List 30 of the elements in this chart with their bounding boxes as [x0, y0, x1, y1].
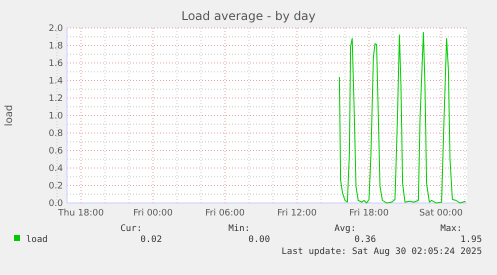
- x-tick-label: Thu 18:00: [57, 208, 104, 218]
- x-tick-label: Fri 12:00: [277, 208, 318, 218]
- y-tick-label: 0.6: [48, 146, 64, 156]
- y-tick-label: 0.0: [48, 198, 64, 209]
- chart-title: Load average - by day: [181, 9, 316, 23]
- y-tick-label: 0.2: [48, 181, 63, 192]
- text: Max:: [440, 224, 462, 234]
- y-tick-label: 2.0: [48, 24, 64, 34]
- line-series: [338, 32, 466, 204]
- text: 0.02: [140, 235, 162, 245]
- y-tick-label: 0.8: [48, 128, 64, 139]
- text: Last update: Sat Aug 30 02:05:24 2025: [282, 247, 482, 257]
- x-tick-label: Fri 06:00: [205, 208, 246, 218]
- y-axis-title: load: [4, 104, 15, 126]
- x-tick-label: Sat 00:00: [419, 208, 464, 218]
- y-tick-label: 1.4: [48, 76, 64, 86]
- text: Avg:: [334, 224, 356, 234]
- y-tick-label: 0.4: [48, 164, 64, 174]
- x-tick-label: Fri 18:00: [349, 208, 390, 218]
- y-tick-label: 1.6: [48, 58, 64, 69]
- x-tick-label: Fri 00:00: [133, 208, 174, 218]
- text: Cur:: [120, 224, 142, 234]
- legend-label: load: [26, 235, 48, 245]
- y-tick-label: 1.0: [48, 111, 64, 122]
- text: 0.00: [248, 235, 270, 245]
- y-tick-label: 1.2: [48, 94, 63, 104]
- y-tick-label: 1.8: [48, 41, 64, 52]
- text: Min:: [228, 224, 250, 234]
- text: 1.95: [460, 235, 482, 245]
- text: 0.36: [354, 235, 376, 245]
